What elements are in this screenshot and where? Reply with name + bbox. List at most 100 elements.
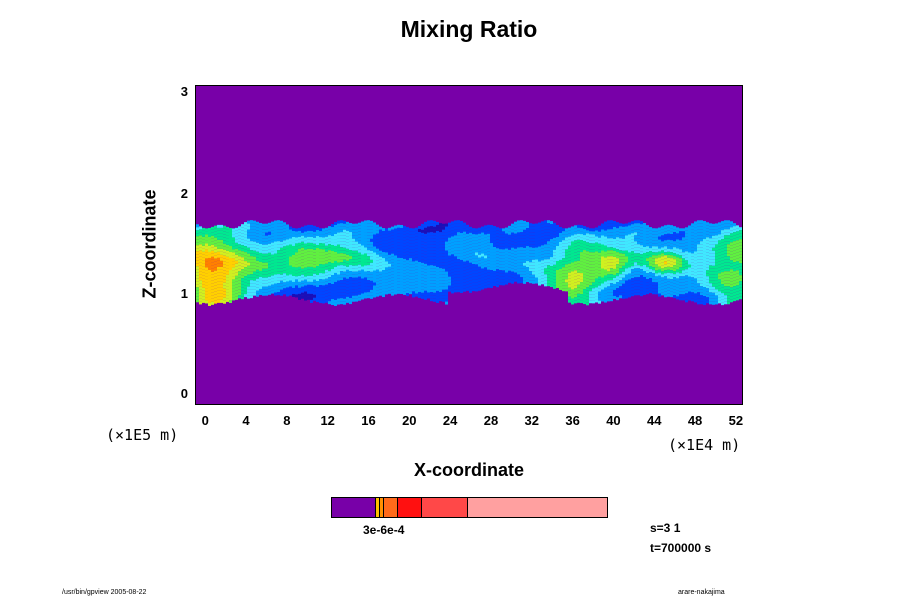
heatmap-cell <box>496 257 499 261</box>
heatmap-cell <box>370 256 373 260</box>
heatmap-cell <box>697 274 700 278</box>
heatmap-cell <box>730 290 733 294</box>
heatmap-cell <box>592 234 595 238</box>
heatmap-cell <box>361 263 364 267</box>
heatmap-cell <box>724 301 727 305</box>
heatmap-cell <box>517 250 520 254</box>
heatmap-cell <box>607 244 610 248</box>
heatmap-cell <box>301 232 304 236</box>
heatmap-cell <box>571 259 574 263</box>
heatmap-cell <box>514 239 517 243</box>
heatmap-cell <box>454 229 457 233</box>
heatmap-cell <box>718 279 721 283</box>
heatmap-cell <box>376 266 379 270</box>
heatmap-cell <box>388 260 391 264</box>
heatmap-cell <box>310 272 313 276</box>
heatmap-cell <box>565 258 568 262</box>
heatmap-cell <box>517 244 520 248</box>
heatmap-cell <box>616 261 619 265</box>
heatmap-cell <box>481 259 484 263</box>
heatmap-cell <box>712 277 715 281</box>
heatmap-cell <box>715 265 718 269</box>
heatmap-cell <box>472 243 475 247</box>
heatmap-cell <box>523 280 526 284</box>
heatmap-cell <box>574 294 577 298</box>
heatmap-cell <box>598 300 601 304</box>
heatmap-cell <box>346 233 349 237</box>
heatmap-cell <box>538 279 541 283</box>
heatmap-cell <box>487 242 490 246</box>
heatmap-cell <box>424 224 427 228</box>
heatmap-cell <box>601 262 604 266</box>
heatmap-cell <box>517 223 520 227</box>
heatmap-cell <box>334 296 337 300</box>
heatmap-cell <box>622 238 625 242</box>
heatmap-cell <box>286 227 289 231</box>
heatmap-cell <box>301 280 304 284</box>
heatmap-plot <box>196 86 742 404</box>
heatmap-cell <box>337 271 340 275</box>
heatmap-cell <box>217 293 220 297</box>
heatmap-cell <box>634 280 637 284</box>
heatmap-cell <box>640 275 643 279</box>
heatmap-cell <box>556 272 559 276</box>
heatmap-cell <box>625 226 628 230</box>
heatmap-cell <box>544 235 547 239</box>
heatmap-cell <box>229 255 232 259</box>
heatmap-cell <box>622 232 625 236</box>
heatmap-cell <box>460 277 463 281</box>
heatmap-cell <box>523 274 526 278</box>
heatmap-cell <box>718 273 721 277</box>
heatmap-cell <box>481 283 484 287</box>
heatmap-cell <box>685 245 688 249</box>
heatmap-cell <box>466 278 469 282</box>
heatmap-cell <box>421 289 424 293</box>
heatmap-cell <box>457 259 460 263</box>
heatmap-cell <box>607 268 610 272</box>
heatmap-cell <box>694 275 697 279</box>
heatmap-cell <box>571 283 574 287</box>
heatmap-cell <box>310 269 313 273</box>
heatmap-cell <box>616 222 619 226</box>
heatmap-cell <box>724 283 727 287</box>
heatmap-cell <box>628 288 631 292</box>
heatmap-cell <box>223 237 226 241</box>
heatmap-cell <box>343 277 346 281</box>
heatmap-cell <box>514 254 517 258</box>
heatmap-cell <box>334 275 337 279</box>
heatmap-cell <box>421 223 424 227</box>
heatmap-cell <box>691 277 694 281</box>
heatmap-cell <box>244 225 247 229</box>
heatmap-cell <box>442 292 445 296</box>
heatmap-cell <box>334 260 337 264</box>
heatmap-cell <box>295 234 298 238</box>
heatmap-cell <box>640 224 643 228</box>
heatmap-cell <box>388 272 391 276</box>
heatmap-cell <box>325 248 328 252</box>
heatmap-cell <box>607 274 610 278</box>
heatmap-cell <box>460 232 463 236</box>
heatmap-cell <box>220 260 223 264</box>
heatmap-cell <box>598 237 601 241</box>
heatmap-cell <box>460 241 463 245</box>
heatmap-cell <box>334 236 337 240</box>
heatmap-cell <box>289 274 292 278</box>
heatmap-cell <box>724 289 727 293</box>
heatmap-cell <box>346 275 349 279</box>
heatmap-cell <box>484 234 487 238</box>
heatmap-cell <box>313 267 316 271</box>
heatmap-cell <box>589 297 592 301</box>
heatmap-cell <box>529 247 532 251</box>
heatmap-cell <box>475 261 478 265</box>
heatmap-cell <box>739 260 742 264</box>
heatmap-cell <box>628 291 631 295</box>
heatmap-cell <box>481 247 484 251</box>
heatmap-cell <box>646 225 649 229</box>
heatmap-cell <box>349 247 352 251</box>
heatmap-cell <box>442 226 445 230</box>
heatmap-cell <box>214 270 217 274</box>
heatmap-cell <box>277 265 280 269</box>
heatmap-cell <box>415 287 418 291</box>
heatmap-cell <box>496 275 499 279</box>
heatmap-cell <box>355 262 358 266</box>
